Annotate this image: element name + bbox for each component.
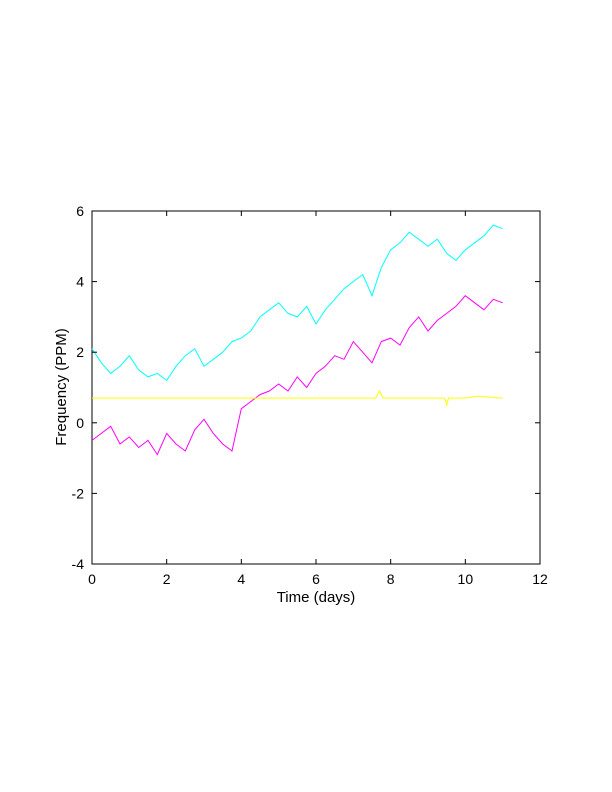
series-line-1 bbox=[91, 224, 503, 382]
tick-layer: 0 2 4 6 8 10 12 -4 -2 0 2 4 6 bbox=[72, 203, 548, 587]
series-line-3 bbox=[92, 389, 503, 408]
x-tick-label: 10 bbox=[458, 571, 474, 587]
x-tick-label: 8 bbox=[387, 571, 395, 587]
y-tick-label: 0 bbox=[76, 415, 84, 431]
x-axis-label: Time (days) bbox=[277, 589, 356, 606]
plot-area bbox=[91, 210, 541, 565]
x-tick-label: 12 bbox=[532, 571, 548, 587]
series-layer bbox=[91, 224, 503, 456]
x-tick-label: 4 bbox=[237, 571, 245, 587]
y-tick-label: 6 bbox=[76, 203, 84, 219]
y-tick-label: -4 bbox=[72, 556, 85, 572]
y-tick-label: -2 bbox=[72, 485, 85, 501]
y-axis-label: Frequency (PPM) bbox=[53, 328, 70, 446]
series-line-2 bbox=[91, 295, 503, 456]
x-tick-label: 0 bbox=[88, 571, 96, 587]
x-tick-label: 2 bbox=[163, 571, 171, 587]
x-tick-label: 6 bbox=[312, 571, 320, 587]
y-tick-label: 4 bbox=[76, 274, 84, 290]
y-tick-label: 2 bbox=[76, 344, 84, 360]
